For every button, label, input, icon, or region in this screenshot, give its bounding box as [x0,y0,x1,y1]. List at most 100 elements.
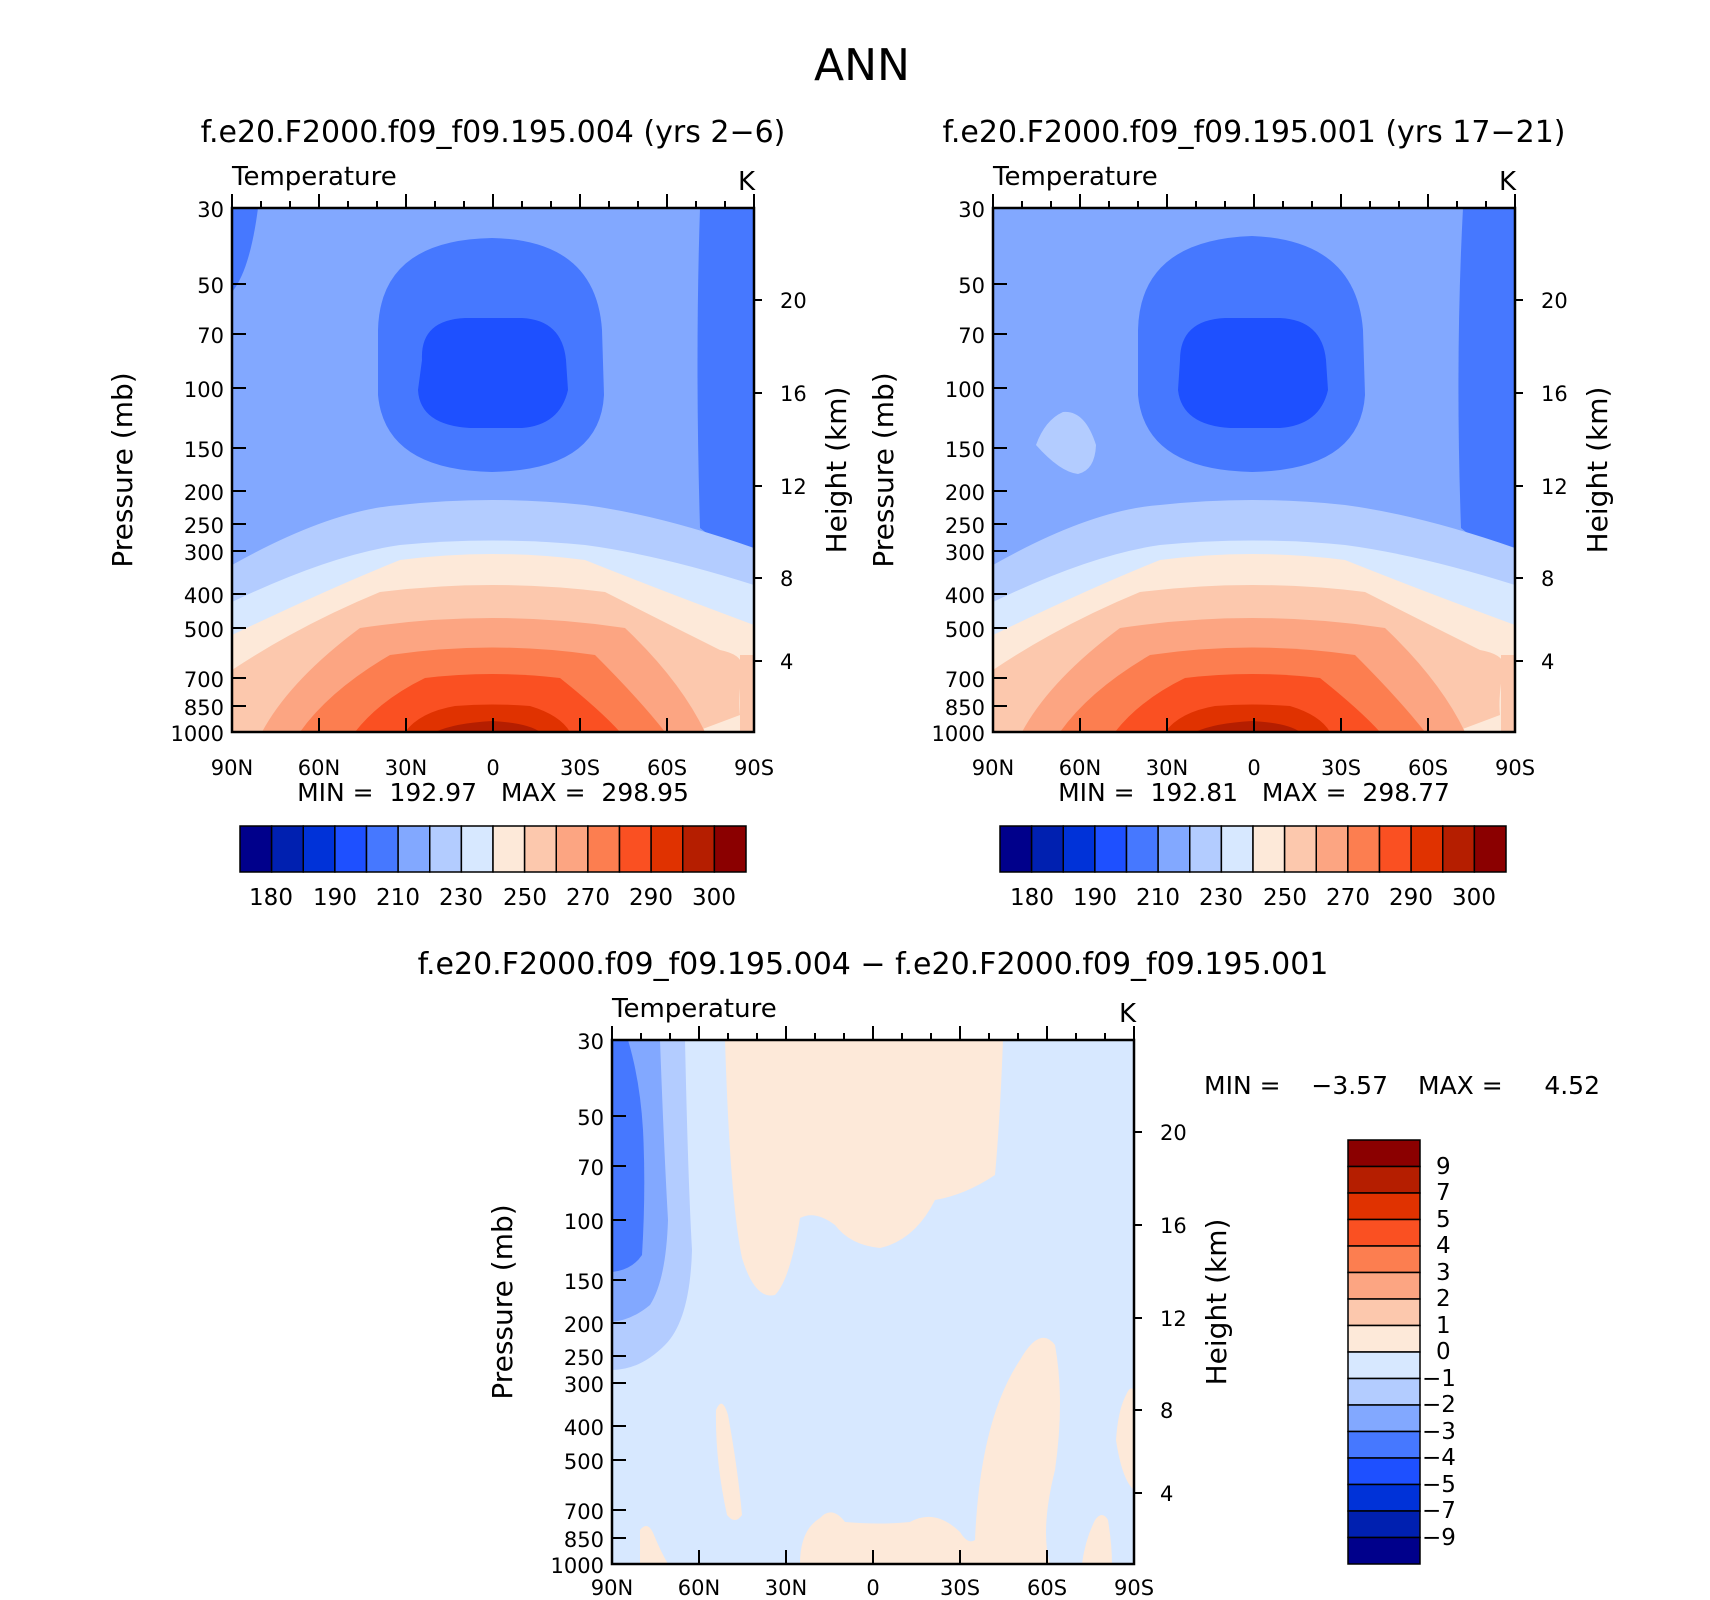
colorbar-swatch [1347,1351,1421,1380]
x-tick-label: 60N [678,1576,720,1600]
colorbar-swatch [1347,1457,1421,1486]
field-band [800,1337,1060,1564]
height-tick-label: 4 [1541,650,1554,674]
height-tick-label: 20 [1160,1121,1187,1145]
colorbar-label: 250 [1263,885,1307,911]
stats-max-value: 4.52 [1544,1071,1600,1100]
y-tick-label: 400 [184,584,224,608]
y-tick-label: 300 [184,541,224,565]
colorbar-label: 5 [1436,1207,1451,1233]
colorbar-label: 7 [1436,1180,1451,1206]
y-tick-label: 400 [945,584,985,608]
colorbar-swatch [1220,825,1254,873]
y-tick-label: 50 [958,274,985,298]
y-tick-label: 1000 [551,1554,604,1578]
colorbar-swatch [1347,1298,1421,1327]
colorbar-swatch [1094,825,1128,873]
height-tick-label: 4 [1160,1482,1173,1506]
x-tick-label: 30N [385,756,427,780]
colorbar-label: −1 [1422,1366,1456,1392]
colorbar-label: 290 [629,885,673,911]
y-tick-label: 70 [197,324,224,348]
field-band [418,318,568,428]
units-label: K [1499,167,1517,197]
field-band [1458,208,1515,548]
right-axis: 20 16 12 8 4 Height (km) [754,289,853,674]
y-tick-label: 50 [577,1106,604,1130]
field-band [232,208,258,292]
colorbar-swatch [1347,1430,1421,1459]
colorbar-label: 300 [1452,885,1496,911]
colorbar-swatch [650,825,684,873]
colorbar-swatch [1125,825,1159,873]
contour-field [612,1040,1134,1564]
colorbar-swatch [492,825,526,873]
height-tick-label: 12 [1160,1307,1187,1331]
height-tick-label: 16 [1541,382,1568,406]
stats-min-label: MIN = [1204,1071,1281,1100]
colorbar-label: −5 [1422,1472,1456,1498]
height-tick-label: 16 [780,382,807,406]
colorbar-label: 4 [1436,1233,1451,1259]
x-tick-label: 60N [298,756,340,780]
colorbar-swatch [1030,825,1064,873]
y-tick-label: 100 [184,378,224,402]
colorbar-swatch [1347,1377,1421,1406]
colorbar: 180 190 210 230 250 270 290 300 [239,825,747,911]
y-tick-label: 70 [958,324,985,348]
colorbar-swatch [618,825,652,873]
x-tick-label: 90N [211,756,253,780]
y-tick-label: 700 [564,1500,604,1524]
field-band [715,1403,742,1520]
y-tick-label: 850 [184,696,224,720]
colorbar-label: 290 [1389,885,1433,911]
y-tick-label: 400 [564,1416,604,1440]
y-tick-label: 1000 [171,722,224,746]
y-tick-label: 500 [945,618,985,642]
colorbar-label: 180 [1010,885,1054,911]
units-label: K [1119,999,1137,1029]
height-tick-label: 8 [1541,567,1554,591]
y-tick-label: 150 [184,438,224,462]
height-tick-label: 16 [1160,1214,1187,1238]
colorbar-swatch [1347,1218,1421,1247]
left-axis: 30 50 70 100 150 200 250 300 400 500 700… [106,198,246,746]
colorbar-label: −3 [1422,1419,1456,1445]
colorbar-swatch [1347,1404,1421,1433]
colorbar-label: 270 [1326,885,1370,911]
right-axis-label: Height (km) [820,387,853,554]
colorbar-label: 230 [439,885,483,911]
height-tick-label: 4 [780,650,793,674]
colorbar-label: 190 [1073,885,1117,911]
height-tick-label: 8 [1160,1399,1173,1423]
y-tick-label: 500 [564,1450,604,1474]
colorbar-swatch [1347,825,1381,873]
colorbar-swatch [429,825,463,873]
colorbar-swatch [555,825,589,873]
colorbar-swatch [1062,825,1096,873]
x-tick-label: 30N [765,1576,807,1600]
y-tick-label: 50 [197,274,224,298]
y-tick-label: 300 [564,1373,604,1397]
y-tick-label: 100 [945,378,985,402]
variable-label: Temperature [231,162,397,192]
colorbar-swatch [1410,825,1444,873]
colorbar-swatch [1315,825,1349,873]
y-tick-label: 150 [564,1270,604,1294]
colorbar-label: 210 [1136,885,1180,911]
colorbar-swatch [1347,1510,1421,1539]
plot-frame [230,206,756,734]
colorbar-swatch [1347,1536,1421,1565]
colorbar-swatch [302,825,336,873]
y-axis-label: Pressure (mb) [486,1204,519,1399]
panel-right: f.e20.F2000.f09_f09.195.001 (yrs 17−21) … [867,115,1614,911]
colorbar-label: 180 [249,885,293,911]
colorbar-swatch [365,825,399,873]
x-tick-label: 60S [1027,1576,1067,1600]
colorbar-swatch [239,825,273,873]
y-tick-label: 200 [564,1313,604,1337]
field-band [1116,1388,1134,1490]
right-axis-label: Height (km) [1200,1219,1233,1386]
field-band [318,447,327,455]
colorbar: 180 190 210 230 250 270 290 300 [999,825,1507,911]
